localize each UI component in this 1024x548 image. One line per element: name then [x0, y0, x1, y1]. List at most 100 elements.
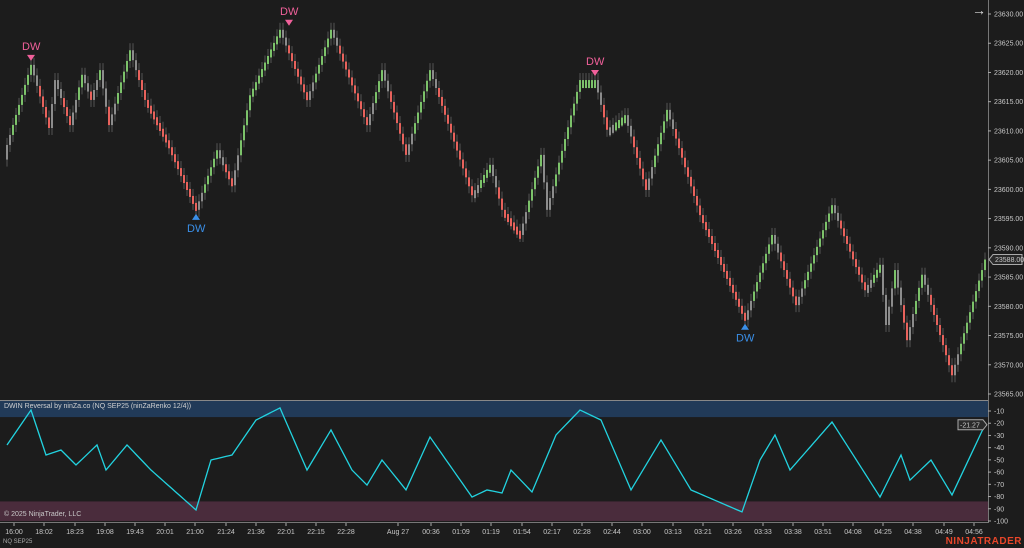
price-tick-label: 23575.00: [994, 333, 1023, 340]
renko-bar: [669, 109, 671, 120]
renko-bar: [843, 228, 845, 237]
renko-bar: [660, 132, 662, 145]
renko-bar: [927, 284, 929, 295]
price-tick-label: 23585.00: [994, 275, 1023, 282]
renko-bar: [528, 200, 530, 213]
renko-bar: [249, 95, 251, 111]
renko-bar: [807, 271, 809, 281]
renko-bar: [849, 243, 851, 252]
time-tick-label: 01:09: [452, 529, 470, 536]
osc-tick-label: -80: [994, 494, 1004, 501]
renko-bar: [501, 198, 503, 210]
renko-bar: [267, 55, 269, 64]
time-tick-label: 00:36: [422, 529, 440, 536]
renko-bar: [735, 291, 737, 300]
renko-bar: [213, 158, 215, 168]
renko-bar: [534, 177, 536, 190]
renko-bar: [495, 176, 497, 188]
renko-bar: [336, 37, 338, 46]
renko-bar: [360, 101, 362, 110]
price-tick-label: 23605.00: [994, 158, 1023, 165]
renko-bar: [252, 88, 254, 97]
price-tick-label: 23625.00: [994, 41, 1023, 48]
dw-buy-label: DW: [187, 223, 206, 235]
renko-bar: [708, 229, 710, 238]
time-tick-label: 22:01: [277, 529, 295, 536]
renko-bar: [375, 92, 377, 104]
osc-tick-label: -90: [994, 506, 1004, 513]
renko-bar: [540, 154, 542, 167]
renko-bar: [321, 56, 323, 65]
last-osc-label: -21.27: [960, 422, 980, 429]
renko-bar: [132, 50, 134, 61]
renko-bar: [783, 261, 785, 271]
renko-bar: [903, 305, 905, 323]
renko-bar: [711, 236, 713, 245]
renko-bar: [231, 178, 233, 187]
renko-bar: [855, 259, 857, 268]
renko-bar: [315, 73, 317, 83]
renko-bar: [873, 274, 875, 283]
renko-bar: [765, 253, 767, 264]
renko-bar: [681, 148, 683, 158]
renko-bar: [891, 288, 893, 307]
renko-bar: [591, 80, 593, 89]
price-axis-line: [988, 0, 989, 523]
renko-bar: [819, 238, 821, 247]
renko-bar: [411, 133, 413, 145]
renko-bar: [795, 296, 797, 306]
renko-bar: [210, 167, 212, 176]
renko-bar: [105, 88, 107, 107]
renko-bar: [945, 345, 947, 356]
price-tick-label: 23580.00: [994, 304, 1023, 311]
renko-bar: [195, 202, 197, 211]
renko-bar: [183, 175, 185, 184]
renko-bar: [78, 87, 80, 100]
renko-bar: [756, 282, 758, 292]
renko-bar: [246, 110, 248, 126]
renko-bar: [801, 288, 803, 297]
renko-bar: [864, 282, 866, 291]
renko-bar: [372, 103, 374, 115]
renko-bar: [456, 141, 458, 151]
time-tick-label: 03:13: [664, 529, 682, 536]
renko-bar: [621, 117, 623, 126]
scroll-to-end-arrow-icon[interactable]: →: [972, 2, 986, 18]
renko-bar: [45, 106, 47, 118]
renko-bar: [150, 105, 152, 114]
renko-bar: [159, 122, 161, 131]
renko-bar: [294, 60, 296, 69]
renko-bar: [393, 101, 395, 113]
price-tick-label: 23620.00: [994, 70, 1023, 77]
renko-bar: [366, 117, 368, 126]
renko-bar: [51, 104, 53, 128]
renko-bar: [924, 274, 926, 285]
renko-bar: [852, 251, 854, 260]
renko-bar: [168, 140, 170, 149]
renko-bar: [129, 50, 131, 61]
renko-bar: [345, 61, 347, 70]
renko-bar: [66, 107, 68, 117]
renko-bar: [915, 300, 917, 315]
renko-bar: [318, 64, 320, 74]
renko-bar: [831, 205, 833, 214]
renko-bar: [483, 174, 485, 183]
renko-bar: [954, 364, 956, 376]
renko-bar: [489, 164, 491, 173]
renko-bar: [822, 230, 824, 239]
renko-bar: [900, 287, 902, 306]
renko-bar: [165, 134, 167, 143]
renko-bar: [111, 114, 113, 126]
renko-bar: [147, 99, 149, 108]
renko-bar: [552, 186, 554, 199]
renko-bar: [564, 139, 566, 151]
time-tick-label: 04:38: [904, 529, 922, 536]
renko-bar: [816, 246, 818, 256]
renko-bar: [885, 294, 887, 326]
renko-bar: [102, 70, 104, 89]
copyright: © 2025 NinjaTrader, LLC: [4, 511, 82, 518]
renko-bar: [546, 182, 548, 210]
renko-bar: [417, 112, 419, 124]
renko-bar: [42, 96, 44, 107]
